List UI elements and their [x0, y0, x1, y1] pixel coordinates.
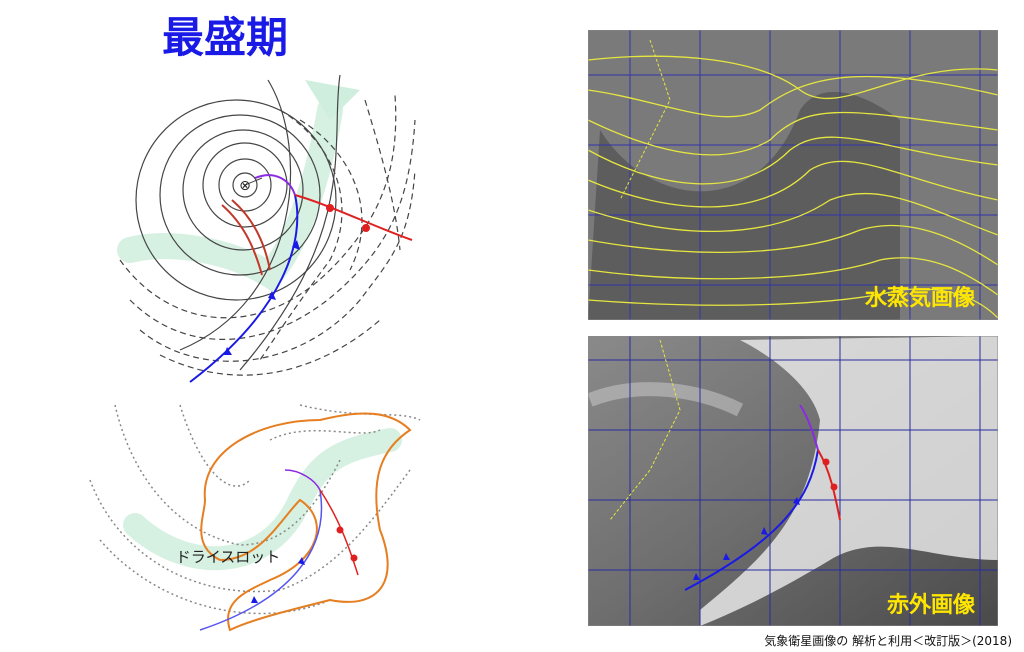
surface-analysis-diagram: ⊗ [117, 74, 416, 383]
water-vapor-image [588, 30, 998, 320]
dry-slot-diagram: ドライスロット [89, 404, 421, 632]
source-note: 気象衛星画像の 解析と利用＜改訂版＞(2018) [764, 633, 1012, 648]
dry-slot-label: ドライスロット [176, 548, 281, 566]
slide-title: 最盛期 [162, 13, 288, 62]
svg-text:⊗: ⊗ [239, 178, 251, 194]
image-label: 水蒸気画像 [864, 285, 975, 311]
infrared-image [588, 336, 998, 626]
image-label: 赤外画像 [887, 592, 975, 618]
